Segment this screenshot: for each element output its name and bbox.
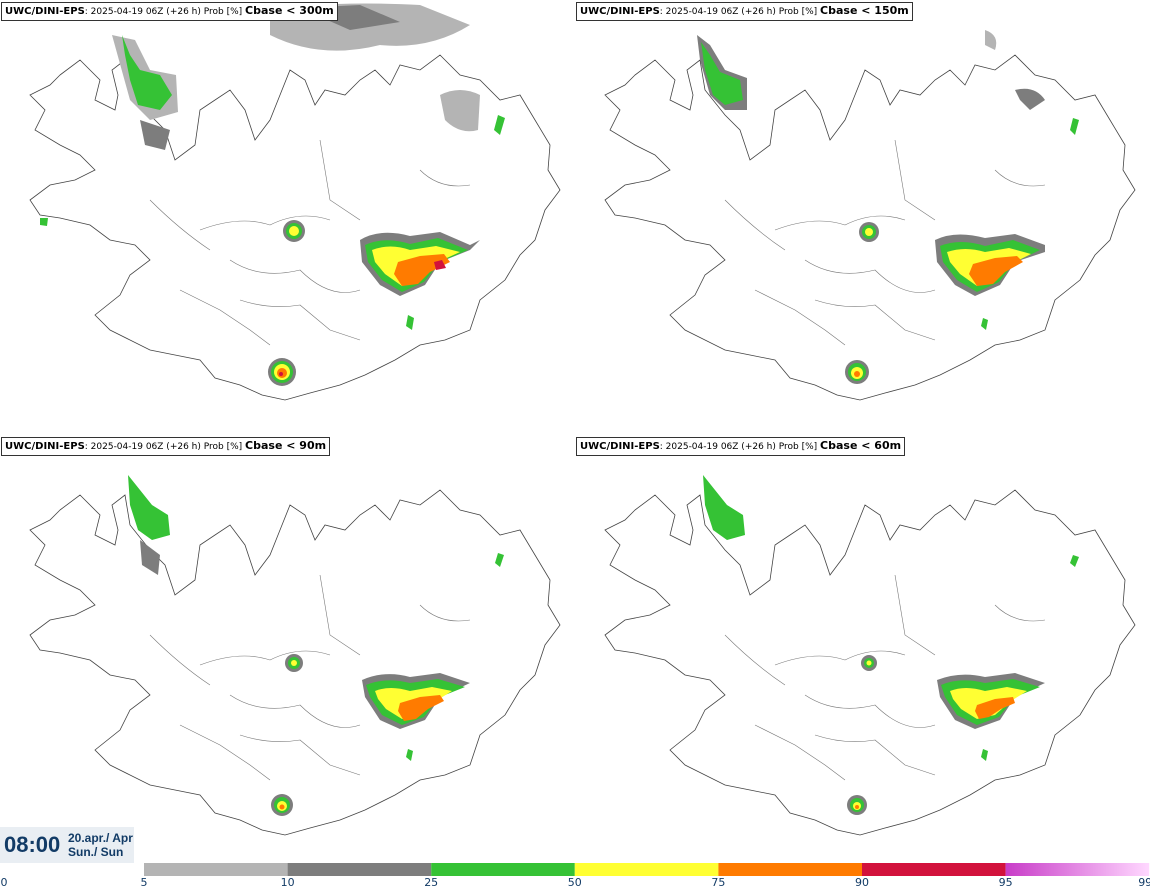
legend-bin-5-10	[144, 863, 288, 876]
run-info: : 2025-04-19 06Z (+26 h) Prob [%]	[659, 442, 821, 452]
legend-tick-0: 0	[0, 876, 8, 889]
map-panel-150m: UWC/DINI-EPS: 2025-04-19 06Z (+26 h) Pro…	[575, 0, 1150, 435]
parameter: Cbase < 150m	[820, 4, 909, 17]
map-panel-300m: UWC/DINI-EPS: 2025-04-19 06Z (+26 h) Pro…	[0, 0, 575, 435]
model-name: UWC/DINI-EPS	[580, 441, 660, 452]
panel-title: UWC/DINI-EPS: 2025-04-19 06Z (+26 h) Pro…	[576, 2, 913, 21]
legend-bar	[144, 863, 1150, 876]
map-panel-60m: UWC/DINI-EPS: 2025-04-19 06Z (+26 h) Pro…	[575, 435, 1150, 870]
panel-title: UWC/DINI-EPS: 2025-04-19 06Z (+26 h) Pro…	[1, 2, 338, 21]
legend-tick-95: 95	[998, 876, 1013, 889]
map-panel-90m: UWC/DINI-EPS: 2025-04-19 06Z (+26 h) Pro…	[0, 435, 575, 870]
map-canvas	[604, 475, 1136, 836]
panel-title: UWC/DINI-EPS: 2025-04-19 06Z (+26 h) Pro…	[576, 437, 906, 456]
valid-time: 08:00	[4, 832, 61, 857]
map-canvas	[29, 475, 561, 836]
legend-bin-25-50	[431, 863, 575, 876]
legend-tick-5: 5	[140, 876, 148, 889]
map-canvas	[29, 3, 561, 401]
probability-fields	[703, 475, 1079, 815]
model-name: UWC/DINI-EPS	[580, 6, 660, 17]
model-name: UWC/DINI-EPS	[5, 441, 85, 452]
parameter: Cbase < 60m	[820, 439, 902, 452]
legend-bin-95-99	[1005, 863, 1150, 876]
legend-tick-25: 25	[424, 876, 439, 889]
map-canvas	[604, 30, 1136, 401]
valid-date: 20.apr./ Apr Sun./ Sun	[68, 831, 133, 859]
date-line: 20.apr./ Apr	[68, 831, 133, 845]
legend-tick-75: 75	[711, 876, 726, 889]
legend-bin-75-90	[718, 863, 862, 876]
parameter: Cbase < 90m	[245, 439, 327, 452]
legend-tick-99: 99	[1138, 876, 1150, 889]
legend-bin-50-75	[574, 863, 719, 876]
legend-bin-90-95	[862, 863, 1006, 876]
legend-tick-50: 50	[567, 876, 582, 889]
probability-fields	[128, 475, 504, 816]
legend-bin-10-25	[287, 863, 432, 876]
valid-time-box: 08:00 20.apr./ Apr Sun./ Sun	[0, 827, 134, 863]
probability-fields	[40, 3, 505, 386]
probability-fields	[697, 30, 1079, 384]
legend-tick-90: 90	[855, 876, 869, 889]
parameter: Cbase < 300m	[245, 4, 334, 17]
run-info: : 2025-04-19 06Z (+26 h) Prob [%]	[84, 7, 246, 17]
panel-title: UWC/DINI-EPS: 2025-04-19 06Z (+26 h) Pro…	[1, 437, 331, 456]
color-legend: 0 5 10 25 50 75 90 95 99	[0, 862, 1150, 891]
model-name: UWC/DINI-EPS	[5, 6, 85, 17]
run-info: : 2025-04-19 06Z (+26 h) Prob [%]	[659, 7, 821, 17]
run-info: : 2025-04-19 06Z (+26 h) Prob [%]	[84, 442, 246, 452]
day-line: Sun./ Sun	[68, 845, 124, 859]
legend-tick-10: 10	[280, 876, 295, 889]
